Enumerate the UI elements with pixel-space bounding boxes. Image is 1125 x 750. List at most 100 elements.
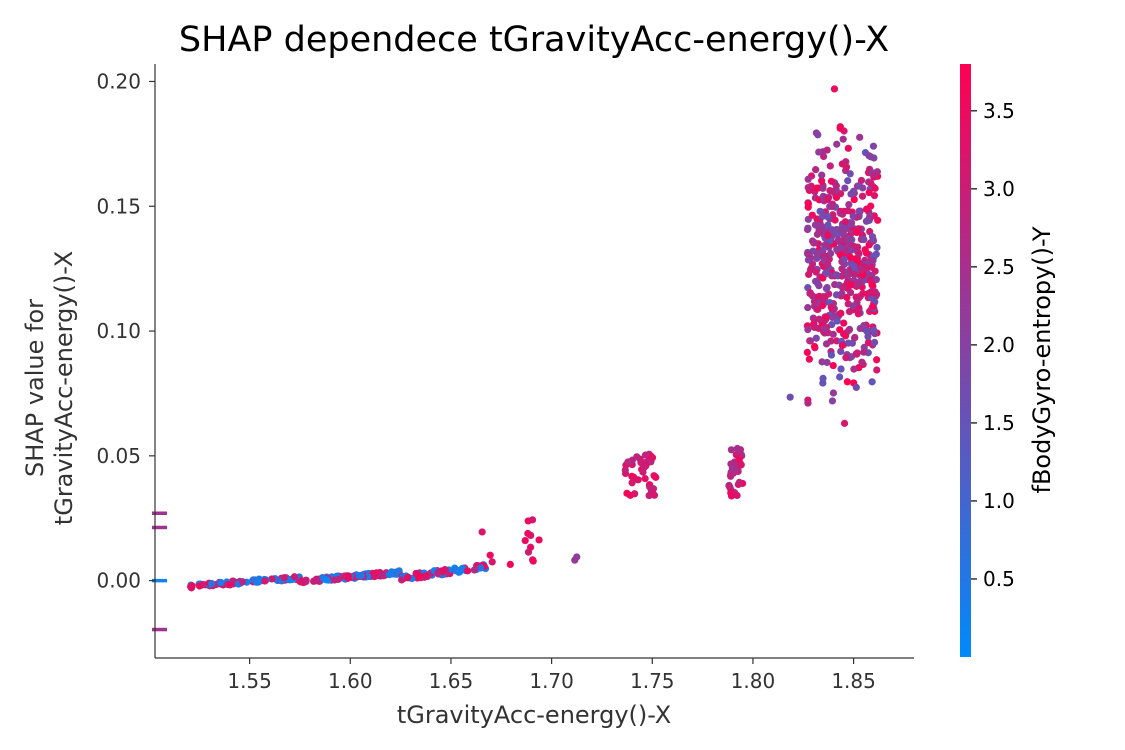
scatter-point	[828, 187, 836, 195]
colorbar-ticks: 0.5 1.0 1.5 2.0 2.5 3.0 3.5	[971, 99, 1015, 591]
scatter-point	[621, 466, 629, 474]
scatter-point	[737, 461, 745, 469]
scatter-point	[819, 184, 827, 192]
y-tick-label: 0.00	[96, 569, 141, 593]
scatter-point	[847, 190, 855, 198]
scatter-point	[843, 293, 851, 302]
scatter-point	[385, 571, 394, 579]
scatter-point	[870, 171, 878, 179]
scatter-point	[869, 142, 878, 150]
scatter-point	[848, 219, 856, 227]
scatter-point	[804, 303, 812, 312]
scatter-point	[873, 356, 881, 364]
scatter-point	[813, 184, 821, 192]
scatter-point	[828, 202, 836, 211]
chart-title: SHAP dependece tGravityAcc-energy()-X	[179, 20, 889, 60]
scatter-point	[249, 576, 258, 584]
scatter-point	[727, 492, 736, 500]
scatter-point	[852, 228, 861, 237]
scatter-point	[851, 333, 859, 342]
scatter-point	[862, 249, 871, 257]
scatter-point	[815, 292, 823, 300]
scatter-point	[805, 355, 813, 363]
scatter-point	[871, 184, 879, 192]
scatter-point	[846, 288, 855, 297]
scatter-point	[633, 453, 641, 461]
scatter-point	[806, 337, 814, 345]
scatter-point	[819, 212, 827, 220]
scatter-point	[207, 580, 216, 588]
scatter-point	[727, 472, 735, 480]
scatter-point	[849, 302, 857, 310]
scatter-point	[524, 548, 533, 556]
scatter-point	[867, 179, 875, 187]
scatter-point	[634, 476, 642, 484]
y-tick-label: 0.20	[96, 69, 141, 93]
scatter-point	[852, 383, 860, 391]
scatter-point	[733, 444, 741, 453]
scatter-point	[818, 358, 826, 366]
scatter-point	[869, 235, 877, 244]
scatter-point	[804, 203, 812, 211]
scatter-point	[804, 256, 813, 264]
scatter-point	[652, 473, 660, 481]
scatter-point	[869, 303, 877, 311]
scatter-point	[837, 365, 845, 373]
x-tick-label: 1.70	[529, 669, 574, 693]
scatter-point	[857, 266, 865, 274]
scatter-point	[829, 330, 837, 338]
x-tick-label: 1.80	[731, 669, 776, 693]
scatter-point	[640, 463, 648, 471]
scatter-point	[873, 243, 881, 252]
scatter-point	[866, 276, 874, 285]
scatter-point	[486, 551, 494, 559]
colorbar-tick-label: 2.5	[983, 255, 1015, 279]
scatter-point	[837, 347, 845, 356]
x-tick-label: 1.75	[630, 669, 675, 693]
y-axis-label: SHAP value for tGravityAcc-energy()-X	[21, 251, 78, 525]
scatter-point	[832, 271, 841, 279]
scatter-point	[840, 419, 849, 427]
scatter-point	[857, 176, 866, 185]
scatter-point	[820, 325, 829, 333]
scatter-point	[804, 399, 812, 407]
scatter-point	[822, 313, 830, 321]
scatter-point	[728, 464, 736, 472]
scatter-point	[828, 321, 836, 329]
scatter-point	[822, 285, 831, 293]
scatter-point	[839, 230, 848, 238]
scatter-point	[850, 365, 858, 373]
x-tick-label: 1.55	[227, 669, 272, 693]
colorbar-label: fBodyGyro-entropy()-Y	[1028, 226, 1056, 493]
scatter-point	[840, 330, 848, 338]
scatter-point	[650, 491, 659, 499]
scatter-points	[187, 85, 882, 592]
scatter-point	[815, 315, 823, 323]
scatter-point	[355, 572, 363, 580]
scatter-point	[330, 576, 339, 584]
scatter-point	[813, 254, 821, 262]
scatter-point	[838, 341, 847, 350]
scatter-point	[859, 271, 867, 279]
scatter-point	[839, 135, 847, 143]
scatter-point	[827, 177, 836, 185]
y-tick-label: 0.05	[96, 444, 141, 468]
scatter-point	[845, 234, 853, 243]
scatter-point	[870, 338, 879, 346]
scatter-point	[827, 249, 835, 258]
scatter-point	[647, 452, 655, 460]
scatter-point	[188, 582, 196, 590]
scatter-point	[395, 567, 403, 575]
scatter-point	[844, 144, 852, 152]
scatter-point	[838, 265, 846, 273]
scatter-point	[836, 124, 844, 132]
scatter-point	[464, 567, 472, 575]
scatter-point	[819, 374, 827, 382]
scatter-point	[842, 271, 850, 279]
scatter-point	[313, 577, 321, 585]
scatter-point	[860, 235, 868, 244]
scatter-point	[804, 225, 812, 233]
colorbar-tick-label: 3.0	[983, 177, 1015, 201]
scatter-point	[854, 280, 862, 289]
scatter-point	[455, 568, 463, 576]
